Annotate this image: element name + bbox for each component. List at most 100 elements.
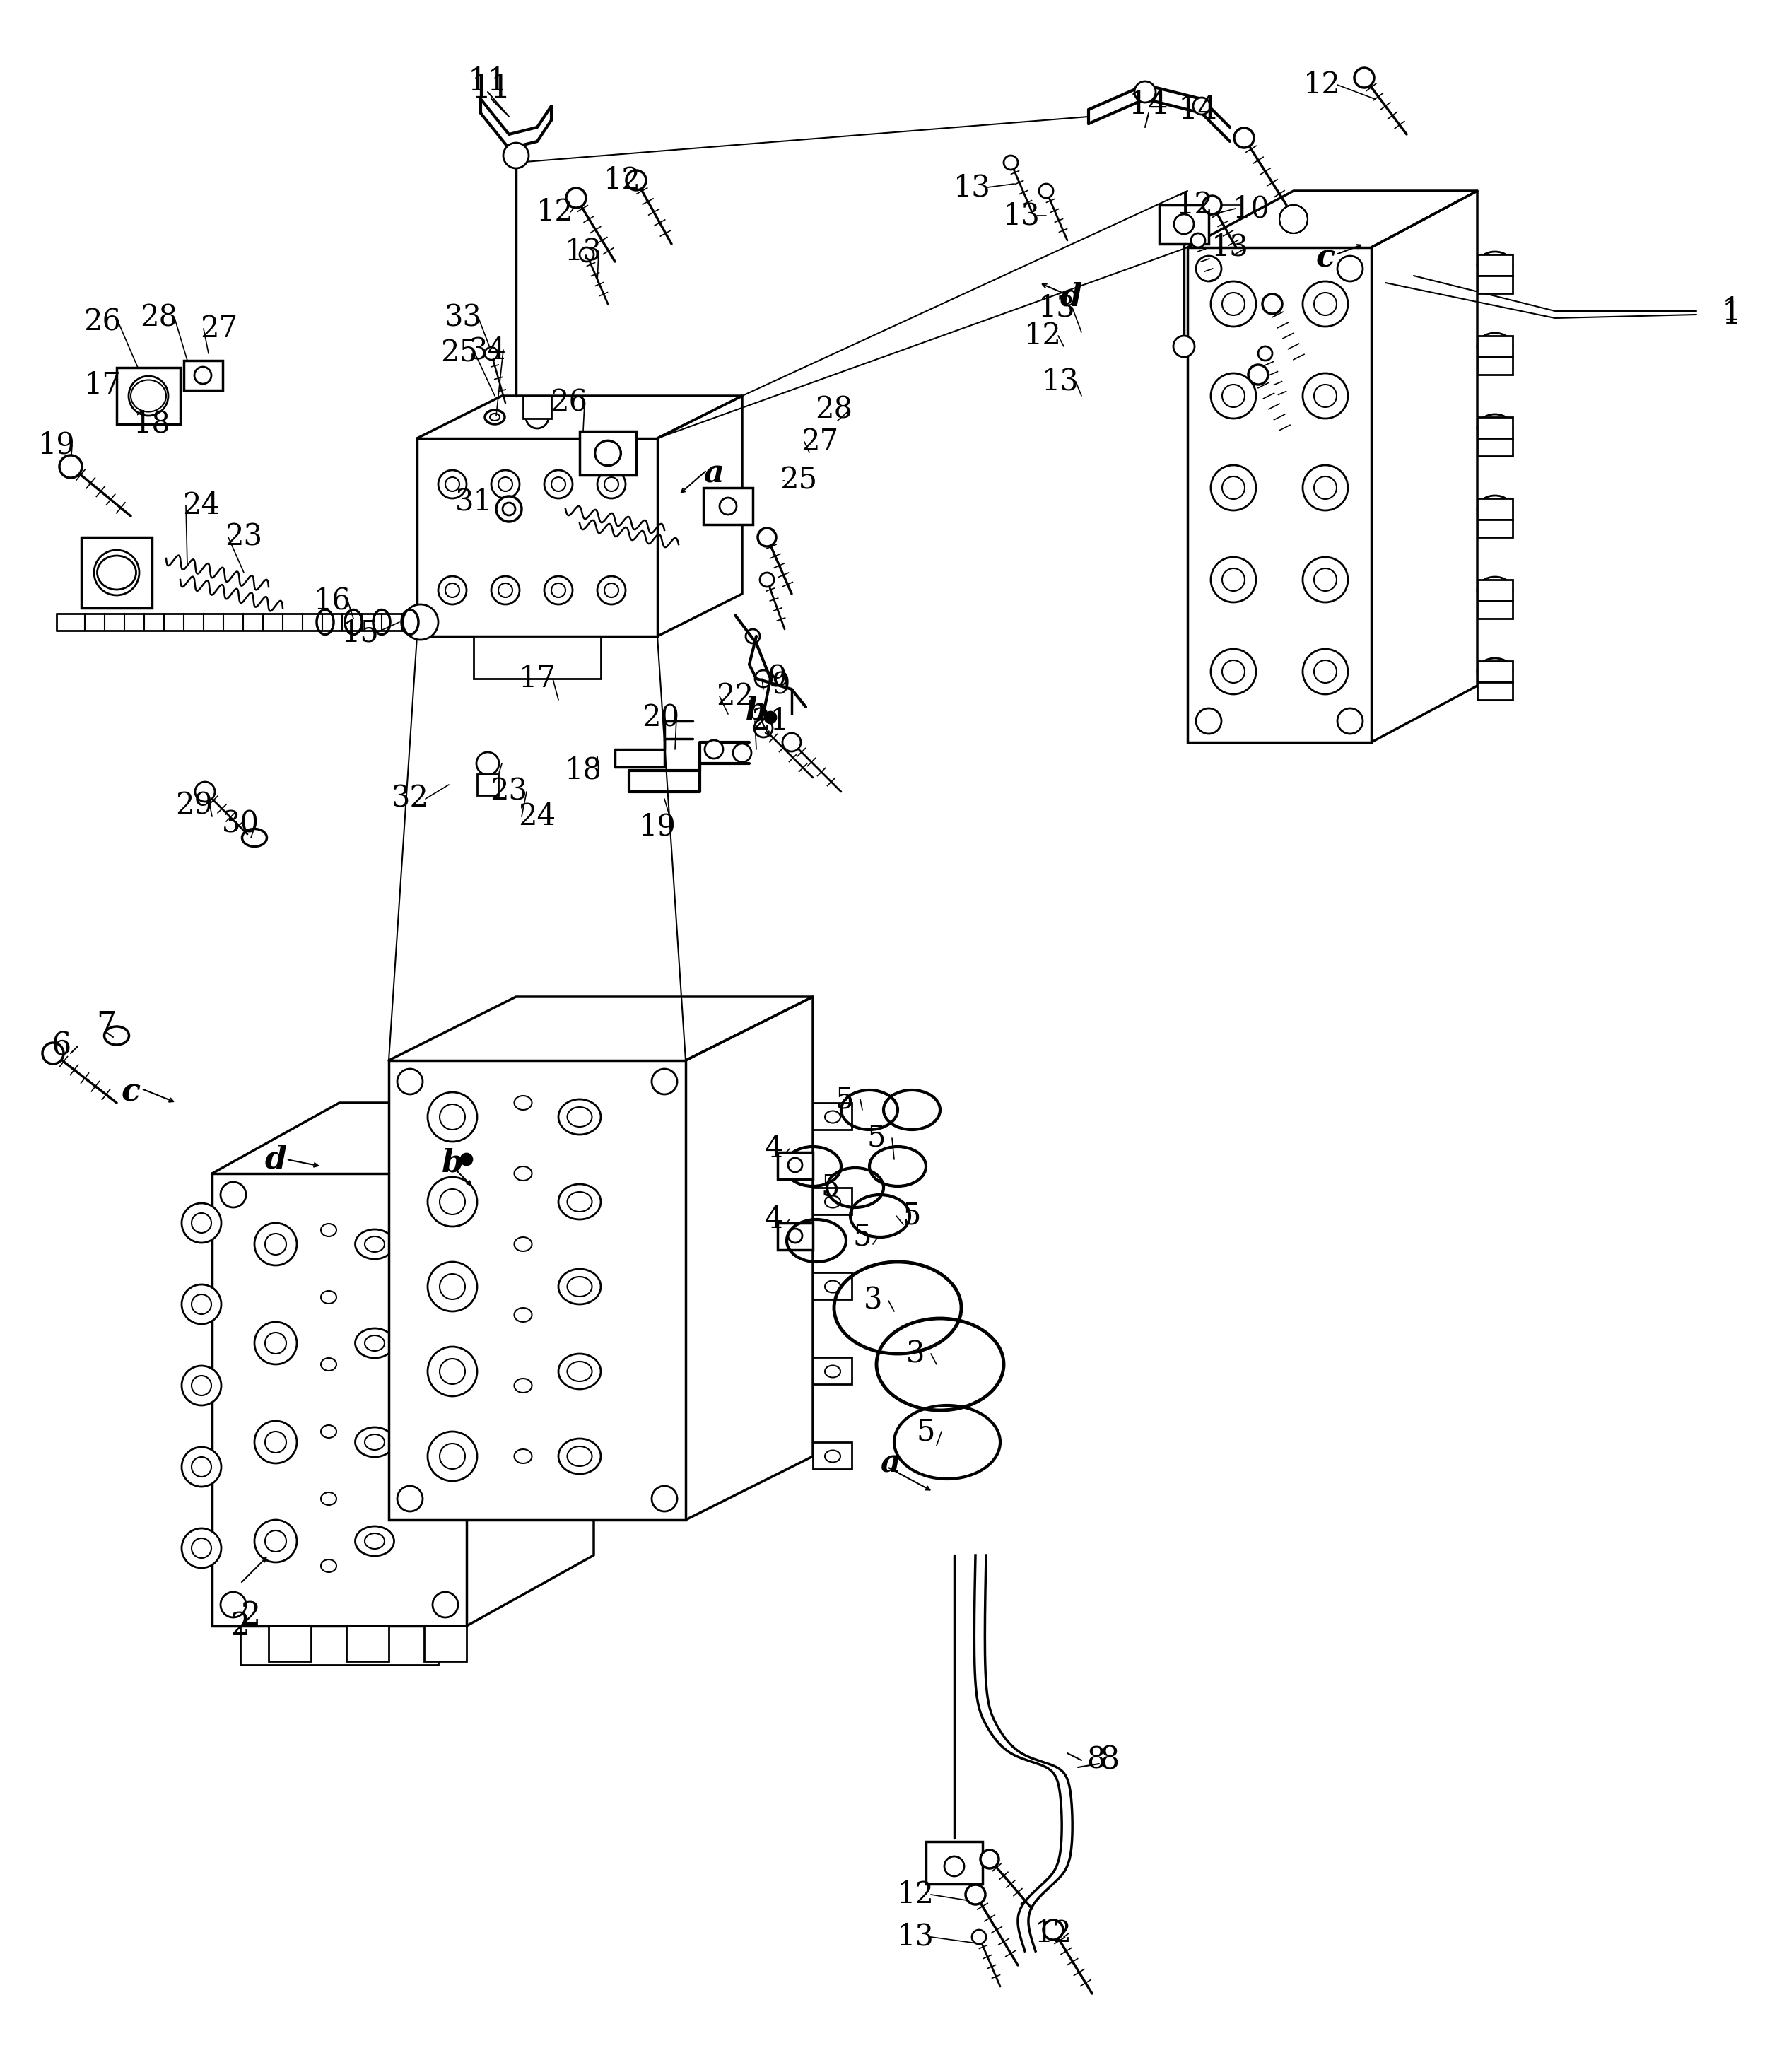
- Text: 24: 24: [182, 491, 220, 520]
- Circle shape: [1202, 197, 1222, 213]
- Text: a: a: [703, 458, 725, 489]
- Circle shape: [764, 713, 776, 723]
- Bar: [478, 775, 499, 796]
- Circle shape: [1174, 336, 1195, 356]
- Text: c: c: [1315, 242, 1335, 274]
- Circle shape: [485, 348, 497, 361]
- Circle shape: [1234, 128, 1254, 147]
- Text: 8: 8: [1100, 1745, 1120, 1776]
- Bar: [213, 1173, 467, 1627]
- Ellipse shape: [1478, 495, 1513, 522]
- Circle shape: [971, 1929, 986, 1944]
- Bar: [812, 1102, 852, 1129]
- Bar: [347, 1627, 388, 1662]
- Circle shape: [1134, 81, 1156, 102]
- Text: 4: 4: [764, 1133, 784, 1164]
- Text: 9: 9: [771, 671, 791, 700]
- Text: 20: 20: [642, 702, 680, 731]
- Text: 7: 7: [97, 1009, 116, 1040]
- Text: 1: 1: [1721, 298, 1742, 329]
- Text: 2: 2: [242, 1600, 261, 1631]
- Circle shape: [403, 605, 438, 640]
- Text: 27: 27: [801, 427, 839, 456]
- Circle shape: [191, 1212, 211, 1233]
- Text: 5: 5: [835, 1084, 853, 1115]
- Circle shape: [503, 503, 515, 516]
- Text: 19: 19: [38, 431, 75, 460]
- Text: c: c: [122, 1077, 140, 1106]
- Text: 3: 3: [905, 1339, 925, 1370]
- Bar: [1478, 661, 1513, 682]
- Text: 12: 12: [1023, 321, 1061, 350]
- Text: 23: 23: [490, 777, 528, 806]
- Circle shape: [1258, 346, 1272, 361]
- Text: 2: 2: [231, 1610, 250, 1641]
- Text: 21: 21: [751, 707, 789, 736]
- Text: 31: 31: [454, 487, 492, 516]
- Text: b: b: [746, 696, 767, 725]
- Text: 12: 12: [1034, 1919, 1072, 1948]
- Bar: [1478, 580, 1513, 601]
- Text: 17: 17: [84, 371, 122, 400]
- Bar: [1478, 416, 1513, 439]
- Circle shape: [496, 497, 522, 522]
- Text: 12: 12: [537, 197, 574, 228]
- Text: 12: 12: [896, 1879, 934, 1910]
- Bar: [1478, 276, 1513, 294]
- Text: 26: 26: [551, 387, 589, 419]
- Circle shape: [626, 170, 646, 191]
- Bar: [1478, 336, 1513, 356]
- Text: 12: 12: [1175, 191, 1213, 220]
- Bar: [184, 361, 222, 390]
- Text: 29: 29: [175, 792, 213, 821]
- Text: 32: 32: [392, 783, 429, 814]
- Circle shape: [580, 247, 594, 261]
- Bar: [1478, 682, 1513, 700]
- Circle shape: [1193, 97, 1209, 114]
- Text: 25: 25: [440, 338, 478, 369]
- Circle shape: [966, 1886, 986, 1904]
- Text: 34: 34: [469, 336, 506, 365]
- Bar: [812, 1272, 852, 1299]
- Text: 8: 8: [1086, 1745, 1106, 1776]
- Circle shape: [191, 1376, 211, 1394]
- Text: 12: 12: [603, 166, 640, 195]
- Circle shape: [755, 719, 773, 738]
- Text: 22: 22: [716, 682, 753, 711]
- Circle shape: [782, 733, 801, 752]
- Text: 13: 13: [1211, 232, 1249, 263]
- Circle shape: [759, 528, 776, 547]
- Circle shape: [503, 143, 530, 168]
- Ellipse shape: [1478, 334, 1513, 361]
- Text: 25: 25: [780, 466, 818, 495]
- Ellipse shape: [1478, 414, 1513, 441]
- Bar: [1478, 356, 1513, 375]
- Circle shape: [980, 1850, 998, 1869]
- Bar: [927, 1842, 982, 1883]
- Bar: [1478, 601, 1513, 620]
- Circle shape: [1191, 234, 1206, 247]
- Circle shape: [59, 456, 82, 479]
- Circle shape: [182, 1365, 222, 1405]
- Bar: [81, 537, 152, 607]
- Text: 9: 9: [767, 663, 787, 694]
- Text: 17: 17: [519, 663, 556, 694]
- Circle shape: [1249, 365, 1268, 385]
- Text: 13: 13: [954, 172, 991, 203]
- Circle shape: [705, 740, 723, 758]
- Circle shape: [191, 1457, 211, 1477]
- Bar: [778, 1152, 812, 1179]
- Bar: [424, 1627, 467, 1662]
- Text: 28: 28: [140, 303, 177, 334]
- Bar: [522, 396, 551, 419]
- Bar: [1159, 205, 1209, 244]
- Circle shape: [733, 744, 751, 762]
- Text: d: d: [1059, 282, 1082, 313]
- Circle shape: [182, 1529, 222, 1569]
- Circle shape: [1004, 155, 1018, 170]
- Text: 4: 4: [764, 1204, 784, 1235]
- Circle shape: [476, 752, 499, 775]
- Text: 14: 14: [1129, 89, 1168, 120]
- Text: 19: 19: [639, 812, 676, 841]
- Bar: [1478, 255, 1513, 276]
